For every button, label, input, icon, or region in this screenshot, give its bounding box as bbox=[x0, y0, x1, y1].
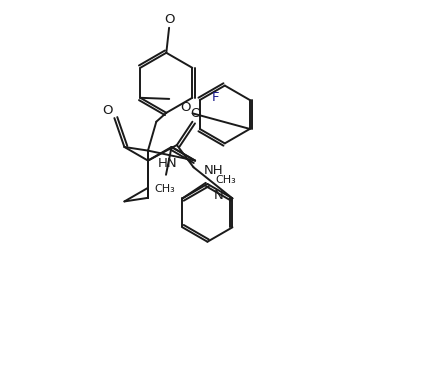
Text: N: N bbox=[214, 189, 223, 202]
Text: O: O bbox=[102, 104, 112, 117]
Text: O: O bbox=[190, 107, 200, 121]
Text: O: O bbox=[164, 13, 174, 26]
Text: O: O bbox=[181, 101, 191, 114]
Text: CH₃: CH₃ bbox=[216, 175, 236, 185]
Text: F: F bbox=[212, 91, 219, 104]
Text: NH: NH bbox=[203, 164, 223, 177]
Text: HN: HN bbox=[158, 157, 178, 170]
Text: CH₃: CH₃ bbox=[154, 184, 175, 194]
